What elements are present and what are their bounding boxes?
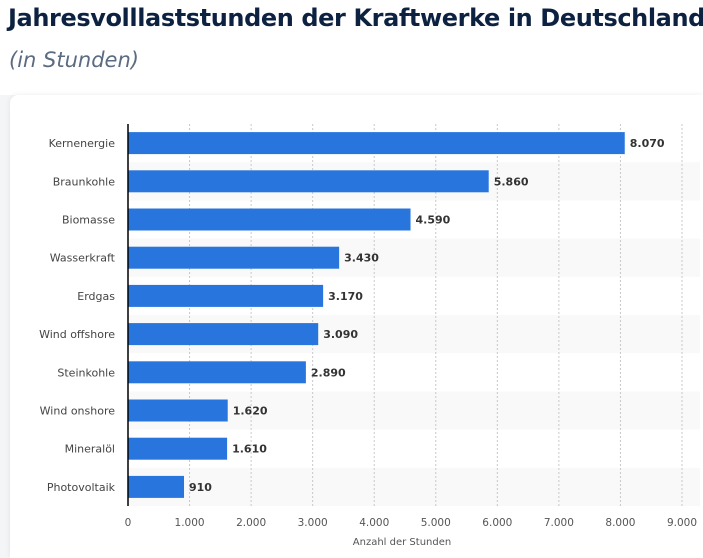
- page-title: Jahresvolllaststunden der Kraftwerke in …: [8, 4, 703, 32]
- bar: [128, 323, 319, 346]
- bar: [128, 170, 489, 193]
- category-label: Erdgas: [77, 290, 115, 303]
- data-label: 3.090: [323, 328, 358, 341]
- page-subtitle: (in Stunden): [9, 48, 139, 72]
- x-tick-label: 5.000: [421, 517, 451, 529]
- bar: [128, 208, 411, 231]
- category-label: Wasserkraft: [50, 252, 116, 265]
- x-tick-label: 3.000: [298, 517, 328, 529]
- bar: [128, 132, 625, 155]
- category-label: Mineralöl: [65, 443, 115, 456]
- bar: [128, 437, 228, 460]
- x-tick-label: 7.000: [544, 517, 574, 529]
- x-tick-label: 6.000: [482, 517, 512, 529]
- bar: [128, 361, 306, 384]
- data-label: 4.590: [416, 214, 451, 227]
- x-tick-label: 8.000: [605, 517, 635, 529]
- x-tick-label: 9.000: [667, 517, 697, 529]
- x-tick-label: 2.000: [236, 517, 266, 529]
- category-label: Wind offshore: [39, 328, 115, 341]
- data-label: 5.860: [494, 175, 529, 188]
- category-label: Wind onshore: [40, 405, 116, 418]
- x-axis-title: Anzahl der Stunden: [353, 537, 451, 548]
- data-label: 910: [189, 481, 212, 494]
- bar: [128, 399, 228, 422]
- category-label: Steinkohle: [57, 366, 115, 379]
- category-label: Kernenergie: [49, 137, 116, 150]
- header: Jahresvolllaststunden der Kraftwerke in …: [0, 0, 703, 95]
- x-tick-label: 0: [125, 517, 132, 529]
- bar: [128, 284, 324, 307]
- data-label: 1.610: [232, 443, 267, 456]
- data-label: 3.170: [328, 290, 363, 303]
- category-label: Biomasse: [62, 214, 115, 227]
- data-label: 3.430: [344, 252, 379, 265]
- data-label: 2.890: [311, 366, 346, 379]
- category-label: Braunkohle: [53, 175, 115, 188]
- category-label: Photovoltaik: [47, 481, 116, 494]
- data-label: 8.070: [630, 137, 665, 150]
- x-tick-label: 1.000: [175, 517, 205, 529]
- x-tick-label: 4.000: [359, 517, 389, 529]
- bar: [128, 246, 340, 269]
- data-label: 1.620: [233, 405, 268, 418]
- bar: [128, 475, 185, 498]
- row-band: [128, 467, 700, 506]
